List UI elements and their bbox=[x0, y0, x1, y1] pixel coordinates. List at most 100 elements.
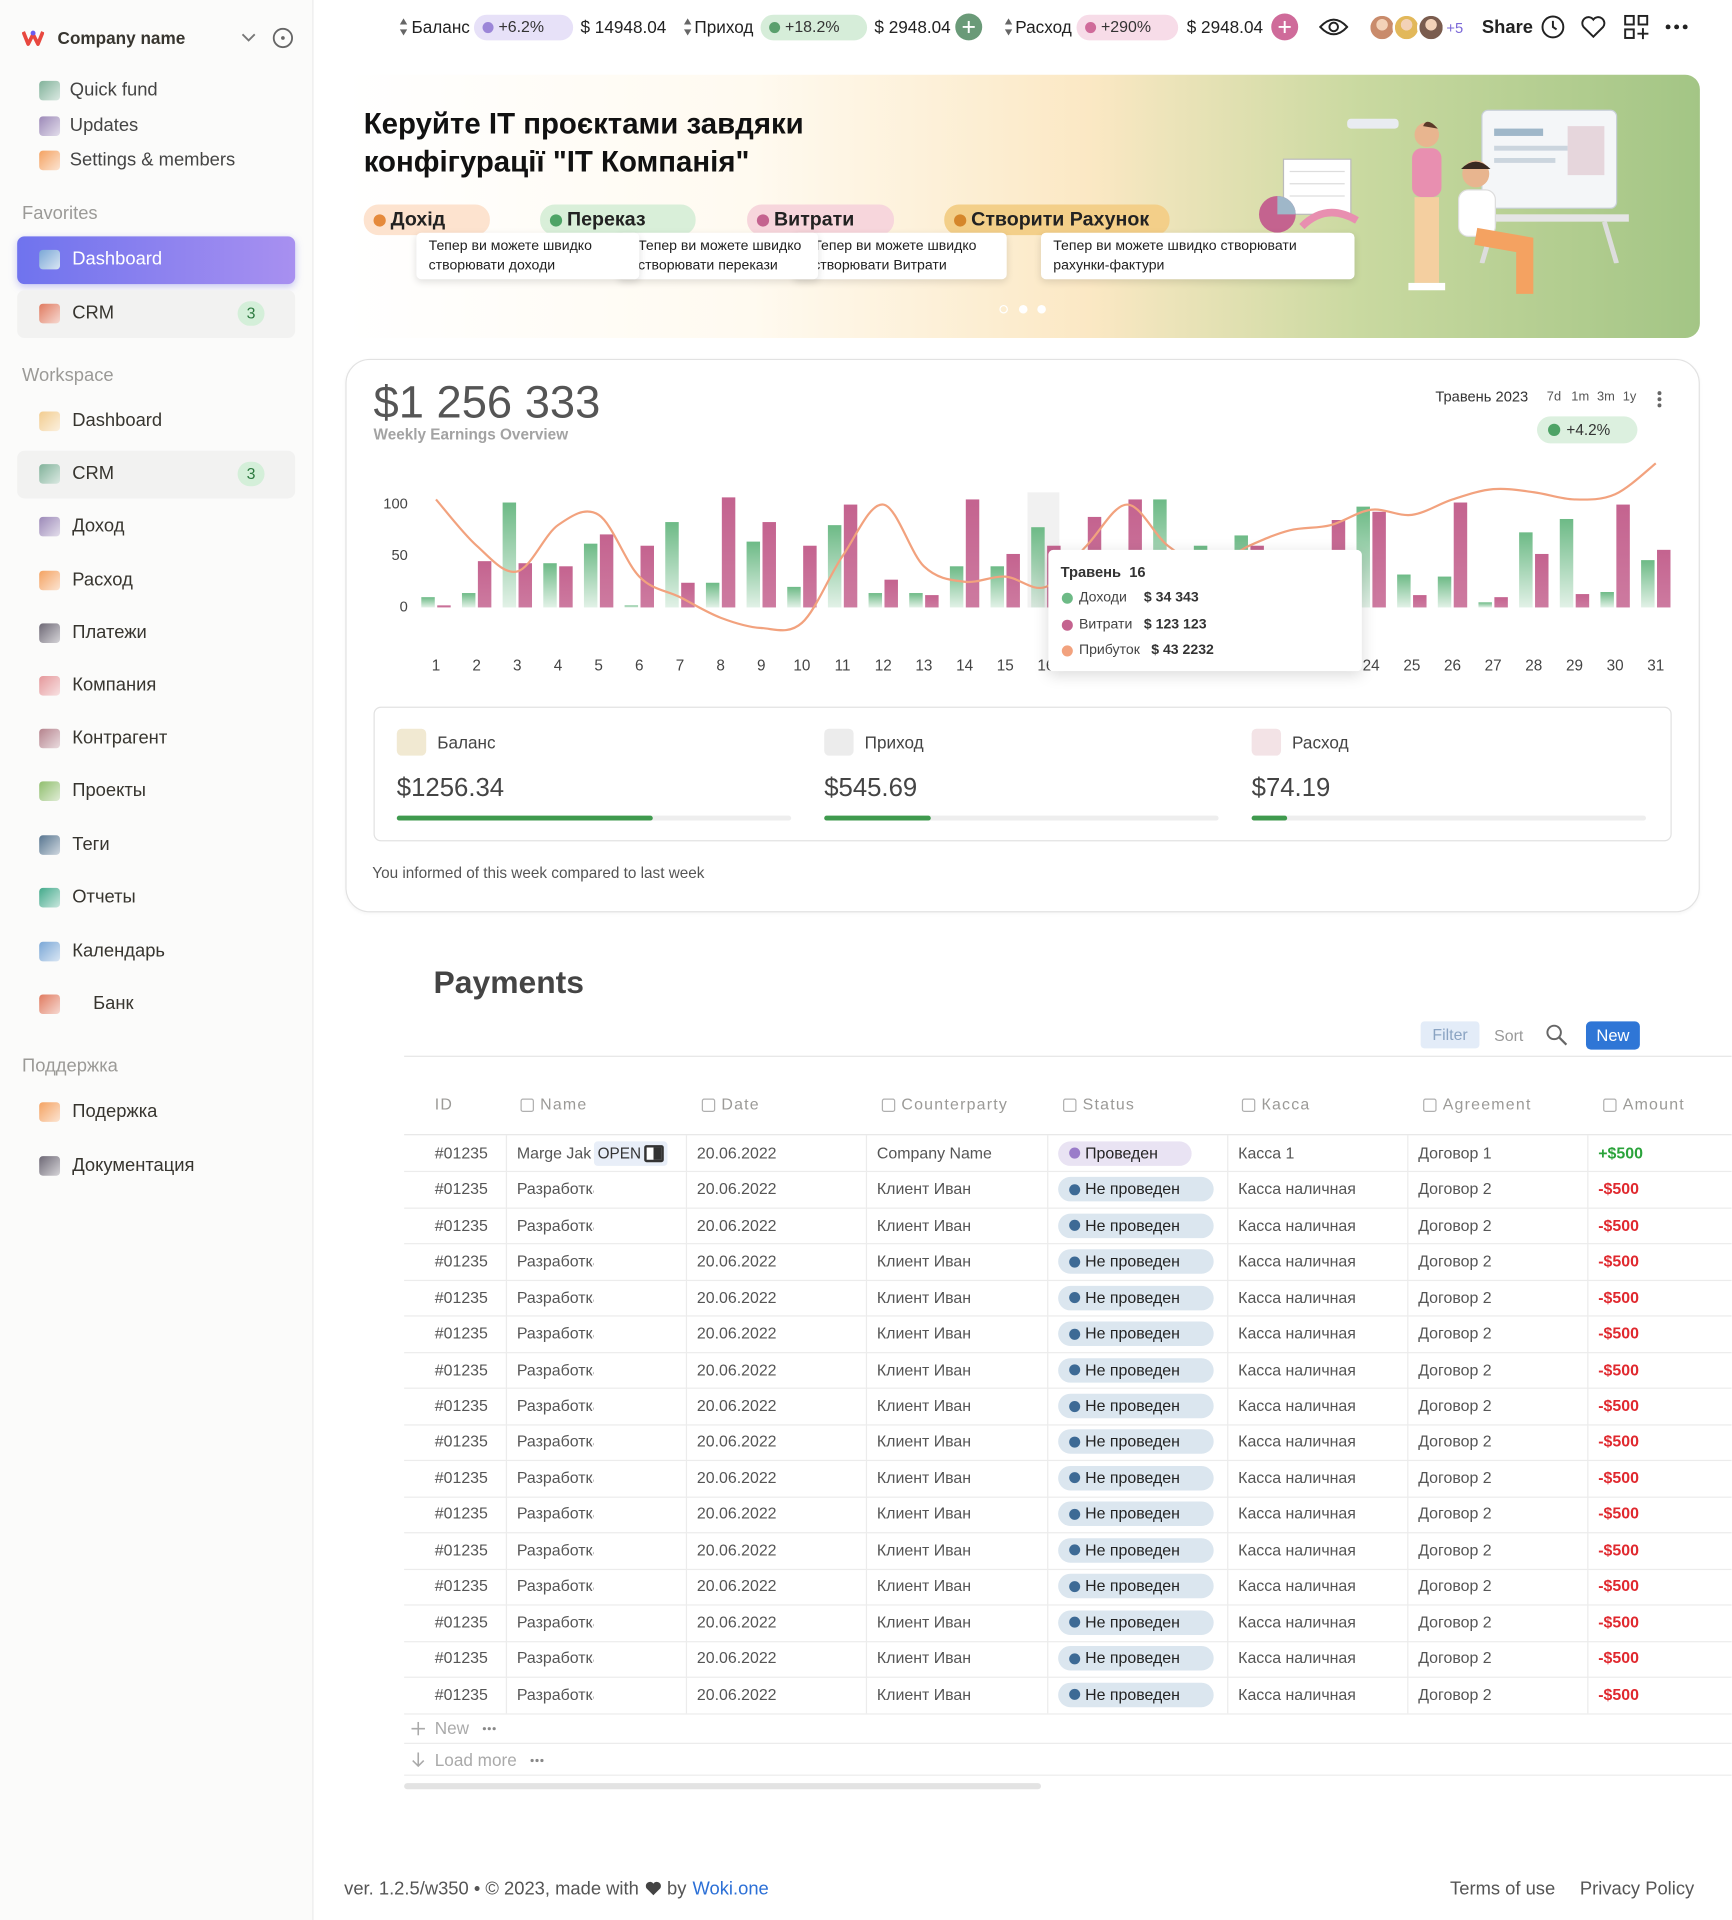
status-label: Не проведен bbox=[1085, 1215, 1180, 1235]
amount-cell: -$500 bbox=[1598, 1504, 1639, 1523]
share-button[interactable]: Share bbox=[1481, 17, 1533, 38]
scrollbar bbox=[404, 1783, 1041, 1790]
table-cell: 20.06.2022 bbox=[696, 1576, 777, 1596]
open-icon bbox=[644, 1144, 664, 1162]
nav-item[interactable]: Dashboard bbox=[72, 248, 163, 270]
carousel-dot[interactable] bbox=[1036, 304, 1046, 314]
x-tick-label: 30 bbox=[1607, 657, 1624, 674]
nav-item[interactable]: Доход bbox=[72, 515, 125, 537]
amount-cell: -$500 bbox=[1598, 1215, 1639, 1235]
decoration bbox=[272, 27, 294, 49]
filter-button[interactable]: Filter bbox=[1420, 1021, 1480, 1049]
row-line bbox=[404, 1742, 1732, 1744]
amount-cell: -$500 bbox=[1598, 1468, 1639, 1487]
decoration bbox=[241, 33, 256, 42]
nav-item[interactable]: CRM bbox=[72, 462, 115, 484]
nav-item[interactable]: Контрагент bbox=[72, 727, 168, 749]
table-cell: #01235 bbox=[434, 1287, 488, 1307]
nav-item[interactable]: Dashboard bbox=[72, 410, 163, 432]
banner-chip[interactable] bbox=[944, 204, 1170, 236]
summary-icon bbox=[824, 728, 854, 756]
nav-link[interactable]: Quick fund bbox=[69, 79, 158, 101]
table-cell: Касса наличная bbox=[1238, 1576, 1356, 1596]
table-cell: #01235 bbox=[434, 1468, 488, 1487]
table-cell: Клиент Иван bbox=[876, 1612, 972, 1632]
carousel-dot[interactable] bbox=[998, 304, 1008, 314]
nav-item[interactable]: Календарь bbox=[72, 940, 165, 962]
nav-item[interactable]: Проекты bbox=[72, 780, 146, 801]
add-row[interactable]: New bbox=[434, 1718, 470, 1738]
change-value: +4.2% bbox=[1566, 421, 1611, 439]
decoration bbox=[1289, 170, 1345, 197]
nav-item[interactable]: Платежи bbox=[72, 622, 147, 643]
logo bbox=[22, 30, 45, 46]
status-label: Не проведен bbox=[1085, 1576, 1180, 1596]
stat-amount: $ 2948.04 bbox=[1186, 17, 1264, 37]
table-cell: Касса наличная bbox=[1238, 1215, 1356, 1235]
status-dot bbox=[1069, 1400, 1081, 1412]
range-button[interactable]: 1m bbox=[1571, 389, 1590, 405]
table-cell: 20.06.2022 bbox=[696, 1143, 777, 1162]
chip-label[interactable]: Витрати bbox=[774, 209, 855, 231]
nav-icon bbox=[39, 150, 61, 171]
nav-icon bbox=[39, 516, 61, 537]
footer-link[interactable]: Terms of use bbox=[1450, 1878, 1556, 1900]
chip-tooltip: Тепер ви можете швидко створювати доходи bbox=[416, 232, 640, 280]
avatar[interactable] bbox=[1367, 13, 1397, 42]
bar bbox=[543, 563, 557, 608]
decoration bbox=[1004, 18, 1012, 36]
brand-link[interactable]: Woki.one bbox=[692, 1878, 769, 1900]
decoration bbox=[539, 1758, 543, 1762]
nav-link[interactable]: Updates bbox=[69, 115, 139, 136]
range-button[interactable]: 1y bbox=[1622, 389, 1637, 405]
illustration-chart bbox=[1258, 158, 1359, 233]
amount-cell: -$500 bbox=[1598, 1360, 1639, 1379]
sort-button[interactable]: Sort bbox=[1494, 1026, 1524, 1045]
decoration bbox=[482, 1726, 486, 1730]
nav-icon bbox=[39, 249, 61, 270]
nav-item[interactable]: Расход bbox=[72, 569, 133, 591]
nav-link[interactable]: Settings & members bbox=[69, 149, 236, 171]
nav-item[interactable]: Отчеты bbox=[72, 886, 136, 908]
nav-item[interactable]: CRM bbox=[72, 302, 115, 324]
chip-label[interactable]: Створити Рахунок bbox=[971, 209, 1150, 231]
avatar[interactable] bbox=[1416, 13, 1446, 42]
chip-label[interactable]: Дохід bbox=[390, 209, 446, 231]
nav-item[interactable]: Теги bbox=[72, 834, 110, 855]
company-name[interactable]: Company name bbox=[57, 28, 186, 48]
bar bbox=[843, 504, 858, 608]
table-cell: Касса наличная bbox=[1238, 1648, 1356, 1668]
range-button[interactable]: 3m bbox=[1597, 389, 1615, 405]
chip-label[interactable]: Переказ bbox=[567, 209, 646, 231]
nav-item-bg[interactable] bbox=[17, 236, 296, 285]
footer-link[interactable]: Privacy Policy bbox=[1579, 1878, 1695, 1900]
table-cell: #01235 bbox=[434, 1360, 488, 1379]
status-pill bbox=[1058, 1501, 1214, 1527]
status-label: Не проведен bbox=[1085, 1648, 1180, 1668]
banner-chip[interactable] bbox=[540, 204, 696, 236]
new-button[interactable]: New bbox=[1585, 1021, 1640, 1050]
x-tick-label: 11 bbox=[835, 657, 851, 674]
bar bbox=[1641, 560, 1655, 608]
load-more[interactable]: Load more bbox=[434, 1750, 517, 1770]
bar bbox=[705, 582, 720, 608]
nav-item[interactable]: Компания bbox=[72, 674, 157, 696]
status-pill bbox=[1058, 1646, 1214, 1671]
range-button[interactable]: 7d bbox=[1546, 389, 1562, 405]
footer-by: by bbox=[666, 1878, 687, 1900]
table-cell: Касса 1 bbox=[1238, 1143, 1295, 1162]
nav-item[interactable]: Документация bbox=[72, 1154, 195, 1176]
table-cell: Разработка 1 bbox=[516, 1504, 594, 1523]
row-line bbox=[404, 1243, 1732, 1245]
row-line bbox=[404, 1171, 1732, 1173]
table-cell: 20.06.2022 bbox=[696, 1504, 777, 1523]
illustration-man bbox=[1458, 160, 1534, 294]
avatar[interactable] bbox=[1392, 13, 1421, 42]
decoration bbox=[1461, 161, 1491, 170]
nav-item[interactable]: Банк bbox=[93, 993, 134, 1015]
table-cell: Клиент Иван bbox=[876, 1504, 972, 1523]
banner-chip[interactable] bbox=[747, 204, 895, 236]
nav-item[interactable]: Подержка bbox=[72, 1101, 158, 1122]
carousel-dot[interactable] bbox=[1018, 304, 1027, 314]
header-line bbox=[404, 1134, 1732, 1136]
